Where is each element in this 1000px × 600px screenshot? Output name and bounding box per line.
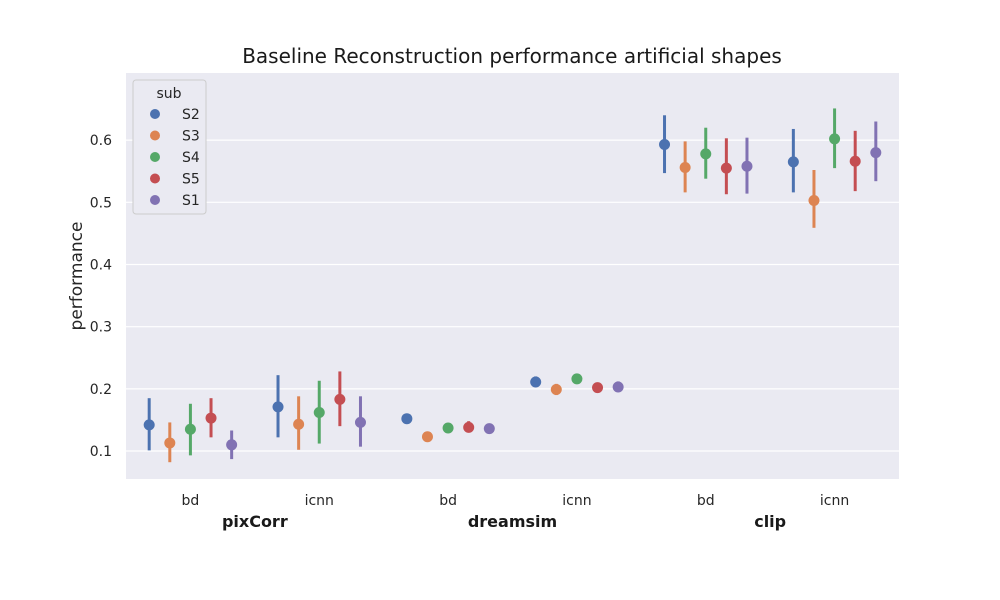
y-tick-label: 0.5 [90,195,112,211]
x-tick-label: bd [439,493,457,509]
series-S5 [205,130,861,438]
series-S4 [184,108,841,456]
y-tick-label: 0.6 [90,133,112,149]
data-point [741,160,753,172]
data-point [334,393,346,405]
data-point [164,437,176,449]
data-point [143,419,155,431]
plot-area [126,73,899,479]
legend-entry: S4 [182,150,200,166]
group-label: pixCorr [222,512,288,531]
data-point [483,423,495,435]
series-S1 [226,121,882,460]
data-point [354,416,366,428]
y-tick-label: 0.4 [90,257,112,273]
data-point [442,422,454,434]
legend-entry: S2 [182,107,200,123]
x-tick-label: icnn [305,493,334,509]
legend-marker [150,152,160,162]
group-label: clip [754,512,786,531]
chart-title: Baseline Reconstruction performance arti… [242,44,782,68]
data-point [550,383,562,395]
data-point [849,155,861,167]
legend-marker [150,195,160,205]
data-point [293,418,305,430]
data-point [401,413,413,425]
data-point [612,381,624,393]
gridlines [126,139,899,452]
data-point [463,421,475,433]
data-point [205,412,217,424]
legend-marker [150,130,160,141]
data-point [787,156,799,168]
data-point [272,401,284,413]
group-label: dreamsim [468,512,557,531]
data-point [571,373,583,385]
x-tick-label: icnn [820,493,849,509]
data-point [659,139,671,151]
data-point [679,162,691,174]
data-point [421,431,433,443]
data-point [720,162,732,174]
legend: sub S2 S3 S4 S5 S1 [132,79,207,215]
legend-entry: S5 [182,172,200,188]
y-tick-label: 0.2 [90,382,112,398]
data-point [592,382,604,394]
series-S3 [164,141,820,463]
data-point [829,133,841,145]
legend-entry: S1 [182,193,200,209]
data-point [808,194,820,206]
legend-marker [150,109,160,119]
group-labels: pixCorr dreamsim clip [222,512,786,531]
data-marks [143,108,882,463]
x-tick-label: icnn [562,493,591,509]
data-point [870,147,882,159]
x-tick-labels: bd icnn bd icnn bd icnn [182,493,850,509]
series-S2 [143,115,799,451]
data-point [530,376,542,388]
legend-marker [150,173,160,184]
legend-title: sub [156,86,181,102]
x-tick-label: bd [182,493,200,509]
legend-entry: S3 [182,129,200,145]
x-tick-label: bd [697,493,715,509]
data-point [313,406,325,418]
data-point [226,439,238,451]
data-point [700,148,712,160]
y-axis-label: performance [67,222,87,331]
y-tick-label: 0.1 [90,444,112,460]
y-tick-labels: 0.1 0.2 0.3 0.4 0.5 0.6 [90,133,112,460]
y-tick-label: 0.3 [90,320,112,336]
data-point [184,423,196,435]
